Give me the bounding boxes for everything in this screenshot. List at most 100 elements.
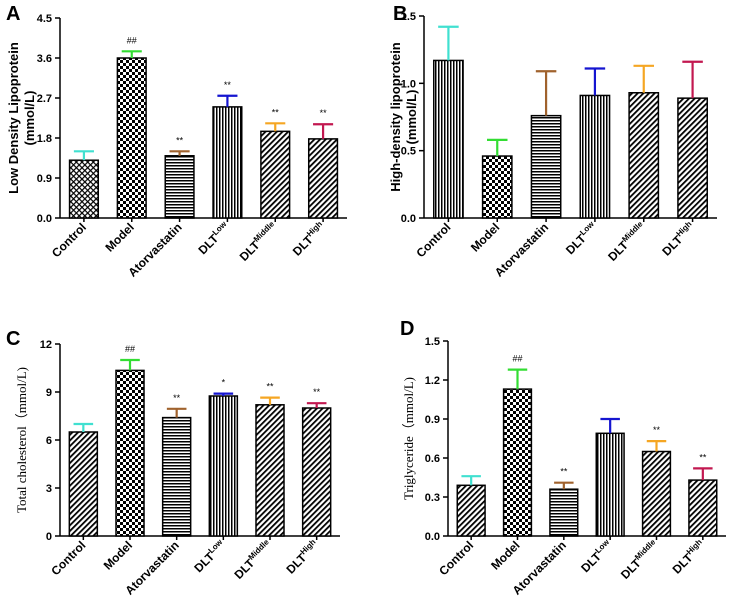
bar-atorvastatin [549,488,579,537]
x-tick-label: Model [468,220,502,254]
bar-atorvastatin [530,114,562,219]
x-tick-label-base: Model [101,538,135,572]
panel-letter: B [393,3,407,25]
x-tick-label: DLTMiddle [231,537,276,582]
significance-label: ** [313,387,321,397]
y-axis-label-line: High-density lipoprotein [388,42,403,192]
bar-dlthigh [688,479,718,537]
x-tick-label-base: Model [488,538,522,572]
x-tick-label: Control [49,220,89,260]
x-tick-label: DLTMiddle [617,537,662,582]
y-tick-label: 0.0 [37,213,52,225]
x-tick-label-superscript: Middle [620,219,645,244]
x-tick-label: DLTHigh [289,219,328,258]
y-axis-label: Total cholesterol（mmol/L) [14,367,29,513]
x-tick-label-superscript: High [675,219,694,238]
x-tick-label: DLTLow [562,219,600,257]
bar-atorvastatin [164,155,195,219]
significance-label: ## [127,35,137,45]
x-tick-label-base: Control [48,538,88,578]
y-tick-label: 1.8 [37,133,52,145]
bar-atorvastatin [161,416,192,537]
bar-dltmiddle [641,450,672,537]
x-tick-label: Model [102,220,136,254]
significance-label: ** [272,107,280,117]
bar-control [68,431,99,537]
bar-dltlow [208,395,239,537]
x-tick-label: Model [101,538,135,572]
x-tick-label: Control [48,538,88,578]
y-tick-label: 9 [46,387,52,399]
x-tick-label-superscript: Middle [633,537,658,562]
x-tick-label-base: Control [49,220,89,260]
bar-dlthigh [307,138,339,219]
significance-label: ** [699,452,707,462]
significance-label: ** [224,80,232,90]
y-axis-label-line: (mmol/L) [404,90,419,145]
x-tick-label-superscript: High [305,219,324,238]
x-tick-label: Control [436,538,476,578]
panel-letter: C [6,328,20,350]
significance-label: ** [560,467,568,477]
bar-control [68,159,100,219]
y-axis-label-line: Low Density Lipoprotein [6,42,21,194]
x-tick-label-superscript: Middle [252,219,277,244]
bar-dltlow [212,106,243,219]
panel-D: D 0.0 0.3 0.6 0.9 1.2 1.5 Triglyceride（mmol/L) C… [400,318,726,598]
bar-dltlow [595,432,625,537]
y-axis-label-line: (mmol/L) [22,91,37,146]
y-tick-label: 1.2 [425,375,440,387]
significance-label: ** [320,108,328,118]
y-tick-label: 0.3 [425,492,440,504]
significance-label: * [222,378,226,388]
y-tick-label: 0.5 [401,146,416,158]
y-tick-label: 0.0 [401,213,416,225]
y-axis-label: Low Density Lipoprotein(mmol/L) [6,42,37,194]
y-tick-label: 3.6 [37,53,52,65]
significance-label: ** [176,135,184,145]
y-tick-label: 0.6 [425,453,440,465]
x-tick-label-superscript: Low [207,537,225,555]
x-tick-label: DLTMiddle [604,219,649,264]
y-tick-label: 3 [46,483,52,495]
x-tick-label-base: Control [436,538,476,578]
significance-label: ** [653,425,661,435]
y-tick-label: 0.0 [425,531,440,543]
y-tick-label: 0.9 [37,173,52,185]
bar-model [481,155,513,219]
x-tick-label-base: Model [468,220,502,254]
x-tick-label-superscript: Low [593,537,611,555]
x-tick-label: DLTHigh [669,537,708,576]
panel-B: B 0.0 0.5 1.0 1.5 High-density lipoprotein(mm… [388,3,717,280]
y-tick-label: 0.9 [425,414,440,426]
x-tick-label-superscript: High [685,537,704,556]
x-tick-label: DLTLow [191,537,229,575]
y-tick-label: 1.5 [425,336,440,348]
y-tick-label: 6 [46,435,52,447]
significance-label: ** [266,382,274,392]
bar-dlthigh [301,407,332,537]
bar-dltmiddle [255,404,285,537]
bar-model [115,369,145,537]
bar-model [116,57,147,219]
panel-letter: D [400,318,414,340]
x-tick-label: DLTMiddle [236,219,281,264]
y-axis-label: High-density lipoprotein(mmol/L) [388,42,419,192]
x-tick-label: DLTHigh [659,219,698,258]
x-tick-label-base: Model [102,220,136,254]
y-tick-label: 1.5 [401,11,416,23]
x-tick-label-base: Control [413,220,453,260]
bar-dlthigh [677,97,708,219]
panel-C: C 0 3 6 9 12 Total cholesterol（mmol/L) Control #… [6,328,340,598]
x-tick-label: DLTLow [578,537,616,575]
x-tick-label: DLTLow [195,219,233,257]
bar-model [502,388,533,537]
y-tick-label: 4.5 [37,13,52,25]
x-tick-label-superscript: Low [578,219,596,237]
bar-dltmiddle [260,130,291,219]
y-tick-label: 0 [46,531,52,543]
bar-control [433,59,464,219]
significance-label: ## [512,354,522,364]
significance-label: ** [173,393,181,403]
